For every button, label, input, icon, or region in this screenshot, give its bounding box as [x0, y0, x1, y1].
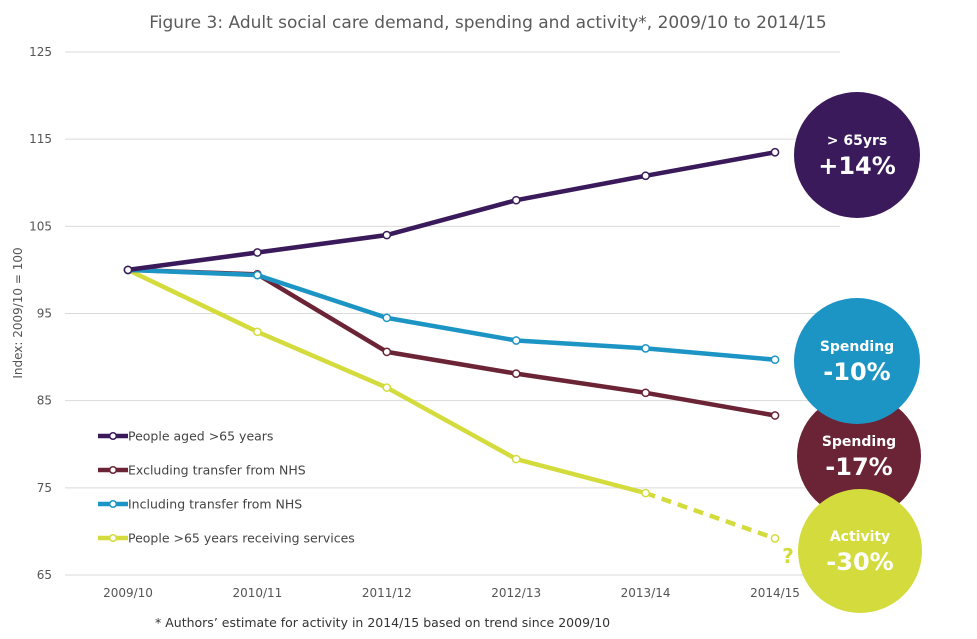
data-point	[123, 265, 133, 275]
data-point	[770, 534, 780, 543]
legend-label: People >65 years receiving services	[128, 531, 355, 546]
data-point	[382, 383, 392, 392]
x-tick-labels: 2009/10 2010/11 2011/12 2012/13 2013/14 2014/…	[103, 586, 800, 600]
data-point	[511, 454, 521, 464]
legend-item: People >65 years receiving services	[98, 531, 355, 546]
y-tick-labels: 65 75 85 95 105 115 125	[29, 45, 52, 582]
chart-title: Figure 3: Adult social care demand, spen…	[149, 13, 827, 33]
bubble-value: -17%	[825, 453, 892, 481]
footnote: * Authors’ estimate for activity in 2014…	[155, 615, 610, 630]
bubble-label: Activity	[830, 529, 890, 545]
data-point	[770, 411, 780, 420]
data-point	[382, 230, 392, 240]
bubble-value: +14%	[818, 152, 896, 180]
series-2	[123, 265, 780, 420]
bubble-label: > 65yrs	[827, 133, 887, 149]
bubble-value: -10%	[823, 358, 890, 386]
legend-item: Including transfer from NHS	[98, 497, 302, 512]
x-tick-label: 2012/13	[491, 586, 541, 600]
x-tick-label: 2014/15	[750, 586, 800, 600]
legend-item: People aged >65 years	[98, 429, 273, 444]
summary-bubble: > 65yrs +14%	[794, 92, 920, 218]
data-point	[511, 336, 521, 345]
x-tick-label: 2013/14	[621, 586, 671, 600]
gridlines	[65, 51, 840, 576]
legend-marker	[108, 465, 118, 475]
y-tick-label: 125	[29, 45, 52, 59]
data-point	[382, 347, 392, 357]
summary-bubbles: > 65yrs +14% Spending -17% Activity -30% Spend…	[794, 92, 922, 613]
data-point	[511, 369, 521, 378]
summary-bubble: Spending -17%	[797, 394, 921, 518]
series-1	[123, 147, 780, 275]
bubble-circle	[798, 489, 922, 613]
y-tick-label: 65	[37, 568, 52, 582]
data-point	[253, 248, 262, 257]
legend-marker	[108, 499, 118, 509]
legend-marker	[108, 533, 118, 543]
estimated-segment	[644, 490, 776, 541]
data-point	[253, 270, 262, 280]
data-point	[641, 388, 650, 398]
y-tick-label: 105	[29, 219, 52, 233]
y-tick-label: 75	[37, 481, 52, 495]
summary-bubble: Spending -10%	[794, 298, 920, 424]
legend-label: Excluding transfer from NHS	[128, 463, 306, 478]
summary-bubble: Activity -30%	[798, 489, 922, 613]
series-line	[125, 149, 778, 273]
x-tick-label: 2011/12	[362, 586, 412, 600]
bubble-label: Spending	[820, 339, 894, 355]
x-tick-label: 2010/11	[232, 586, 282, 600]
bubble-circle	[794, 92, 920, 218]
estimate-question-mark: ?	[782, 544, 794, 568]
data-point	[770, 355, 780, 365]
y-tick-label: 95	[37, 307, 52, 321]
y-tick-label: 85	[37, 394, 52, 408]
series-3	[123, 265, 780, 365]
data-point	[641, 344, 650, 353]
legend-label: Including transfer from NHS	[128, 497, 302, 512]
series-line	[125, 267, 778, 362]
bubble-value: -30%	[826, 548, 893, 576]
data-point	[770, 147, 780, 157]
data-point	[641, 171, 650, 181]
x-tick-label: 2009/10	[103, 586, 153, 600]
data-point	[641, 488, 650, 498]
y-axis-label: Index: 2009/10 = 100	[11, 247, 25, 378]
bubble-circle	[797, 394, 921, 518]
bubble-circle	[794, 298, 920, 424]
data-point	[382, 313, 392, 323]
data-point	[253, 327, 262, 337]
series-line	[125, 267, 778, 418]
legend-item: Excluding transfer from NHS	[98, 463, 306, 478]
bubble-label: Spending	[822, 434, 896, 450]
legend-marker	[108, 431, 118, 441]
y-tick-label: 115	[29, 132, 52, 146]
legend: People aged >65 years Excluding transfer …	[98, 429, 355, 546]
data-point	[511, 195, 521, 205]
series	[123, 147, 780, 543]
legend-label: People aged >65 years	[128, 429, 273, 444]
